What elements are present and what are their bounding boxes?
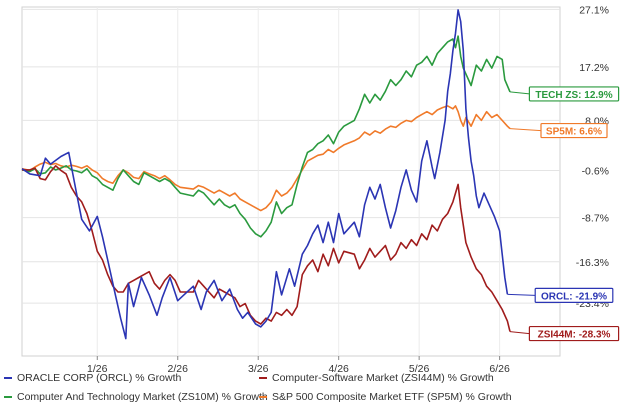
- legend-swatch-zsi44m: [259, 377, 267, 380]
- end-label-orcl: ORCL: -21.9%: [507, 287, 614, 303]
- legend-swatch-sp5m: [259, 396, 267, 399]
- end-label-zsi44m: ZSI44M: -28.3%: [509, 325, 620, 342]
- y-tick-label: 27.1%: [579, 4, 609, 16]
- x-tick-label: 3/26: [248, 363, 269, 375]
- end-label-box: [528, 325, 620, 342]
- series-line-zsi44m: [22, 165, 511, 332]
- series-line-orcl: [21, 9, 509, 340]
- x-tick-label: 2/26: [168, 363, 189, 375]
- legend-swatch-zs10m: [4, 396, 12, 399]
- x-tick-label: 6/26: [489, 363, 510, 375]
- end-label-box: [528, 86, 620, 102]
- gridlines: [21, 6, 561, 357]
- legend-item-sp5m: S&P 500 Composite Market ETF (SP5M) % Gr…: [259, 391, 512, 403]
- legend-label-zsi44m: Computer-Software Market (ZSI44M) % Grow…: [272, 372, 494, 384]
- legend-item-zs10m: Computer And Technology Market (ZS10M) %…: [4, 391, 268, 403]
- legend-item-zsi44m: Computer-Software Market (ZSI44M) % Grow…: [259, 372, 494, 384]
- end-label-sp5m: SP5M: 6.6%: [509, 122, 608, 139]
- end-label-text: SP5M: 6.6%: [546, 127, 602, 138]
- series-line-zs10m: [21, 35, 511, 238]
- end-label-box: [534, 287, 614, 303]
- end-label-layer: TECH ZS: 12.9% SP5M: 6.6% ORCL: -21.9% ZSI4…: [507, 86, 620, 342]
- legend-item-orcl: ORACLE CORP (ORCL) % Growth: [4, 372, 181, 384]
- y-tick-label: -0.6%: [582, 165, 609, 177]
- end-label-connector: [509, 128, 542, 132]
- y-tick-label: -8.7%: [582, 213, 609, 225]
- plot-area: [21, 6, 561, 357]
- end-label-text: ORCL: -21.9%: [541, 291, 607, 302]
- y-tick-label: 17.2%: [579, 62, 609, 74]
- end-label-zs10m: TECH ZS: 12.9%: [509, 86, 620, 102]
- y-tick-label: -16.3%: [576, 257, 609, 269]
- end-label-connector: [509, 331, 530, 335]
- end-label-text: TECH ZS: 12.9%: [535, 90, 612, 101]
- end-label-connector: [507, 293, 536, 296]
- end-label-text: ZSI44M: -28.3%: [538, 330, 611, 341]
- end-label-connector: [509, 91, 530, 95]
- end-label-box: [540, 122, 608, 139]
- legend-label-sp5m: S&P 500 Composite Market ETF (SP5M) % Gr…: [272, 391, 512, 403]
- x-tick-label: 1/26: [87, 363, 108, 375]
- legend-label-orcl: ORACLE CORP (ORCL) % Growth: [17, 372, 182, 384]
- x-tick-label: 5/26: [409, 363, 430, 375]
- series-line-sp5m: [21, 105, 511, 212]
- series-layer: [21, 9, 511, 340]
- x-tick-label: 4/26: [328, 363, 349, 375]
- legend-swatch-orcl: [4, 377, 12, 380]
- legend-label-zs10m: Computer And Technology Market (ZS10M) %…: [17, 391, 268, 403]
